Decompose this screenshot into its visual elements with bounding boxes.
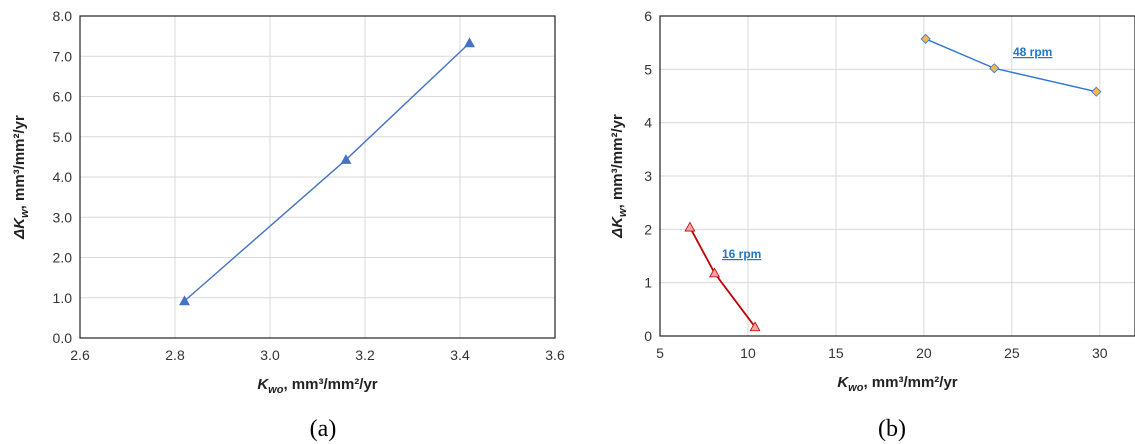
chart-b-series-1-point <box>989 63 1000 74</box>
chart-a-tick-labels: 0.0 1.0 2.0 3.0 4.0 5.0 6.0 7.0 8.0 2.6 2.8 3.0 3.2 3… <box>53 8 565 363</box>
chart-b-x-tick-label: 25 <box>1004 345 1020 361</box>
chart-b-y-axis-prefix: ΔK <box>609 216 626 239</box>
chart-b-series-0-point <box>709 267 721 278</box>
chart-a-y-axis-title: ΔKw, mm³/mm²/yr <box>11 115 31 240</box>
chart-b-gridlines <box>659 15 1135 337</box>
chart-b-x-tick-label: 30 <box>1092 345 1108 361</box>
chart-b-y-tick-label: 5 <box>644 61 652 77</box>
chart-a-y-tick-label: 4.0 <box>53 169 73 185</box>
chart-b-y-tick-label: 3 <box>644 168 652 184</box>
chart-a-series-0-point <box>179 295 190 306</box>
chart-b-y-axis-subscript: w <box>617 207 629 217</box>
chart-a-x-axis-title: Kwo, mm³/mm²/yr <box>257 376 377 396</box>
chart-a-y-tick-label: 3.0 <box>53 209 73 225</box>
chart-b-series-1-point <box>920 33 931 44</box>
chart-b-x-axis-units: , mm³/mm²/yr <box>863 374 957 391</box>
chart-a-x-tick-label: 3.2 <box>355 347 375 363</box>
chart-b-series-0-point <box>749 321 761 332</box>
chart-b-y-axis-units: , mm³/mm²/yr <box>609 114 626 208</box>
chart-b-plot-frame <box>659 15 1135 337</box>
chart-b-series-0-line <box>689 226 756 328</box>
chart-b-x-axis-subscript: wo <box>848 382 864 394</box>
chart-a-y-tick-label: 5.0 <box>53 129 73 145</box>
chart-b-x-tick-label: 5 <box>656 345 664 361</box>
chart-panel-a: 0.0 1.0 2.0 3.0 4.0 5.0 6.0 7.0 8.0 2.6 2.8 3.0 3.2 3… <box>11 8 565 442</box>
chart-b-series-1-point <box>1091 86 1102 97</box>
chart-a-y-tick-label: 7.0 <box>53 48 73 64</box>
chart-a-x-tick-label: 3.0 <box>260 347 280 363</box>
chart-a-series-0-point <box>340 154 352 164</box>
chart-a-x-axis-subscript: wo <box>268 384 284 396</box>
chart-b-series <box>684 33 1102 332</box>
chart-b-x-axis-title: Kwo, mm³/mm²/yr <box>837 374 957 394</box>
chart-a-panel-label: (a) <box>310 416 337 442</box>
chart-a-y-axis-subscript: w <box>19 208 31 218</box>
chart-a-x-tick-label: 2.8 <box>165 347 185 363</box>
chart-b-series-0-point <box>684 221 696 232</box>
chart-a-series-0-line <box>184 42 470 302</box>
chart-a-x-tick-label: 3.6 <box>545 347 565 363</box>
chart-b-y-tick-label: 4 <box>644 115 652 131</box>
chart-a-y-tick-label: 2.0 <box>53 250 73 266</box>
chart-a-y-tick-label: 6.0 <box>53 89 73 105</box>
chart-b-x-tick-label: 20 <box>916 345 932 361</box>
chart-a-series-0-point <box>464 37 475 48</box>
chart-b-annotation-48rpm: 48 rpm <box>1013 45 1052 59</box>
chart-a-x-tick-label: 3.4 <box>450 347 470 363</box>
chart-b-x-axis-symbol: K <box>837 374 849 391</box>
chart-a-y-tick-label: 1.0 <box>53 290 73 306</box>
chart-a-plot-frame <box>79 15 556 339</box>
chart-b-y-tick-label: 0 <box>644 328 652 344</box>
chart-b-y-tick-label: 2 <box>644 221 652 237</box>
chart-b-x-tick-label: 15 <box>828 345 844 361</box>
chart-a-x-axis-units: , mm³/mm²/yr <box>283 376 377 393</box>
chart-b-x-tick-label: 10 <box>740 345 756 361</box>
chart-a-x-axis-symbol: K <box>257 376 269 393</box>
chart-b-y-tick-label: 6 <box>644 8 652 24</box>
chart-a-y-axis-prefix: ΔK <box>11 217 28 240</box>
chart-a-y-tick-label: 0.0 <box>53 330 73 346</box>
chart-a-gridlines <box>79 15 556 339</box>
chart-b-y-axis-title: ΔKw, mm³/mm²/yr <box>609 114 629 239</box>
chart-a-series <box>179 37 475 306</box>
chart-a-y-tick-label: 8.0 <box>53 8 73 24</box>
chart-a-x-tick-label: 2.6 <box>70 347 90 363</box>
chart-a-y-axis-units: , mm³/mm²/yr <box>11 115 28 209</box>
chart-b-panel-label: (b) <box>878 416 906 442</box>
chart-b-tick-labels: 0 1 2 3 4 5 6 5 10 15 20 25 30 <box>644 8 1108 361</box>
chart-b-annotation-16rpm: 16 rpm <box>722 247 761 261</box>
chart-b-series-1-line <box>925 38 1097 93</box>
chart-b-y-tick-label: 1 <box>644 275 652 291</box>
